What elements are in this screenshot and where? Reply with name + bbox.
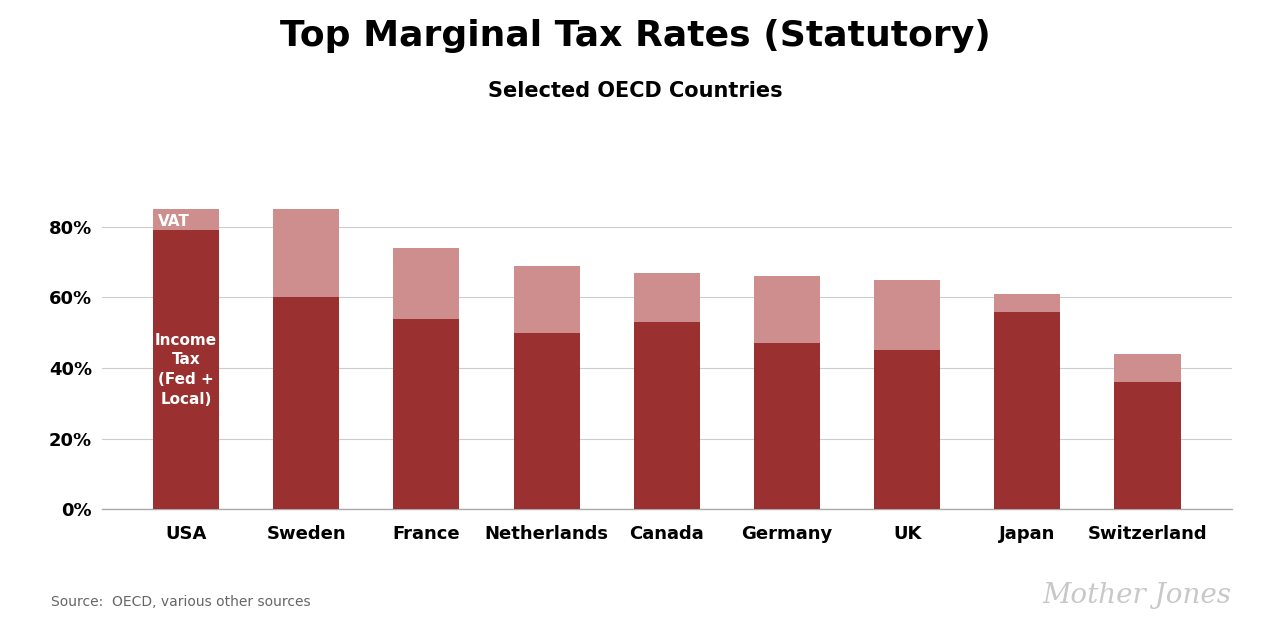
Text: Top Marginal Tax Rates (Statutory): Top Marginal Tax Rates (Statutory) [279, 19, 991, 53]
Text: Income
Tax
(Fed +
Local): Income Tax (Fed + Local) [155, 333, 217, 407]
Bar [394, 319, 460, 509]
Bar [513, 333, 579, 509]
Bar [874, 350, 940, 509]
Text: Source:  OECD, various other sources: Source: OECD, various other sources [51, 594, 310, 609]
Text: Mother Jones: Mother Jones [1043, 582, 1232, 609]
Text: Selected OECD Countries: Selected OECD Countries [488, 81, 782, 101]
Bar [994, 294, 1060, 312]
Bar [1114, 382, 1181, 509]
Bar [754, 343, 820, 509]
Bar [513, 266, 579, 333]
Bar [874, 280, 940, 350]
Bar [273, 209, 339, 297]
Bar [634, 273, 700, 322]
Bar [152, 230, 220, 509]
Text: VAT: VAT [157, 214, 189, 230]
Bar [754, 276, 820, 343]
Bar [273, 297, 339, 509]
Bar [394, 248, 460, 319]
Bar [1114, 354, 1181, 382]
Bar [994, 312, 1060, 509]
Bar [152, 209, 220, 230]
Bar [634, 322, 700, 509]
